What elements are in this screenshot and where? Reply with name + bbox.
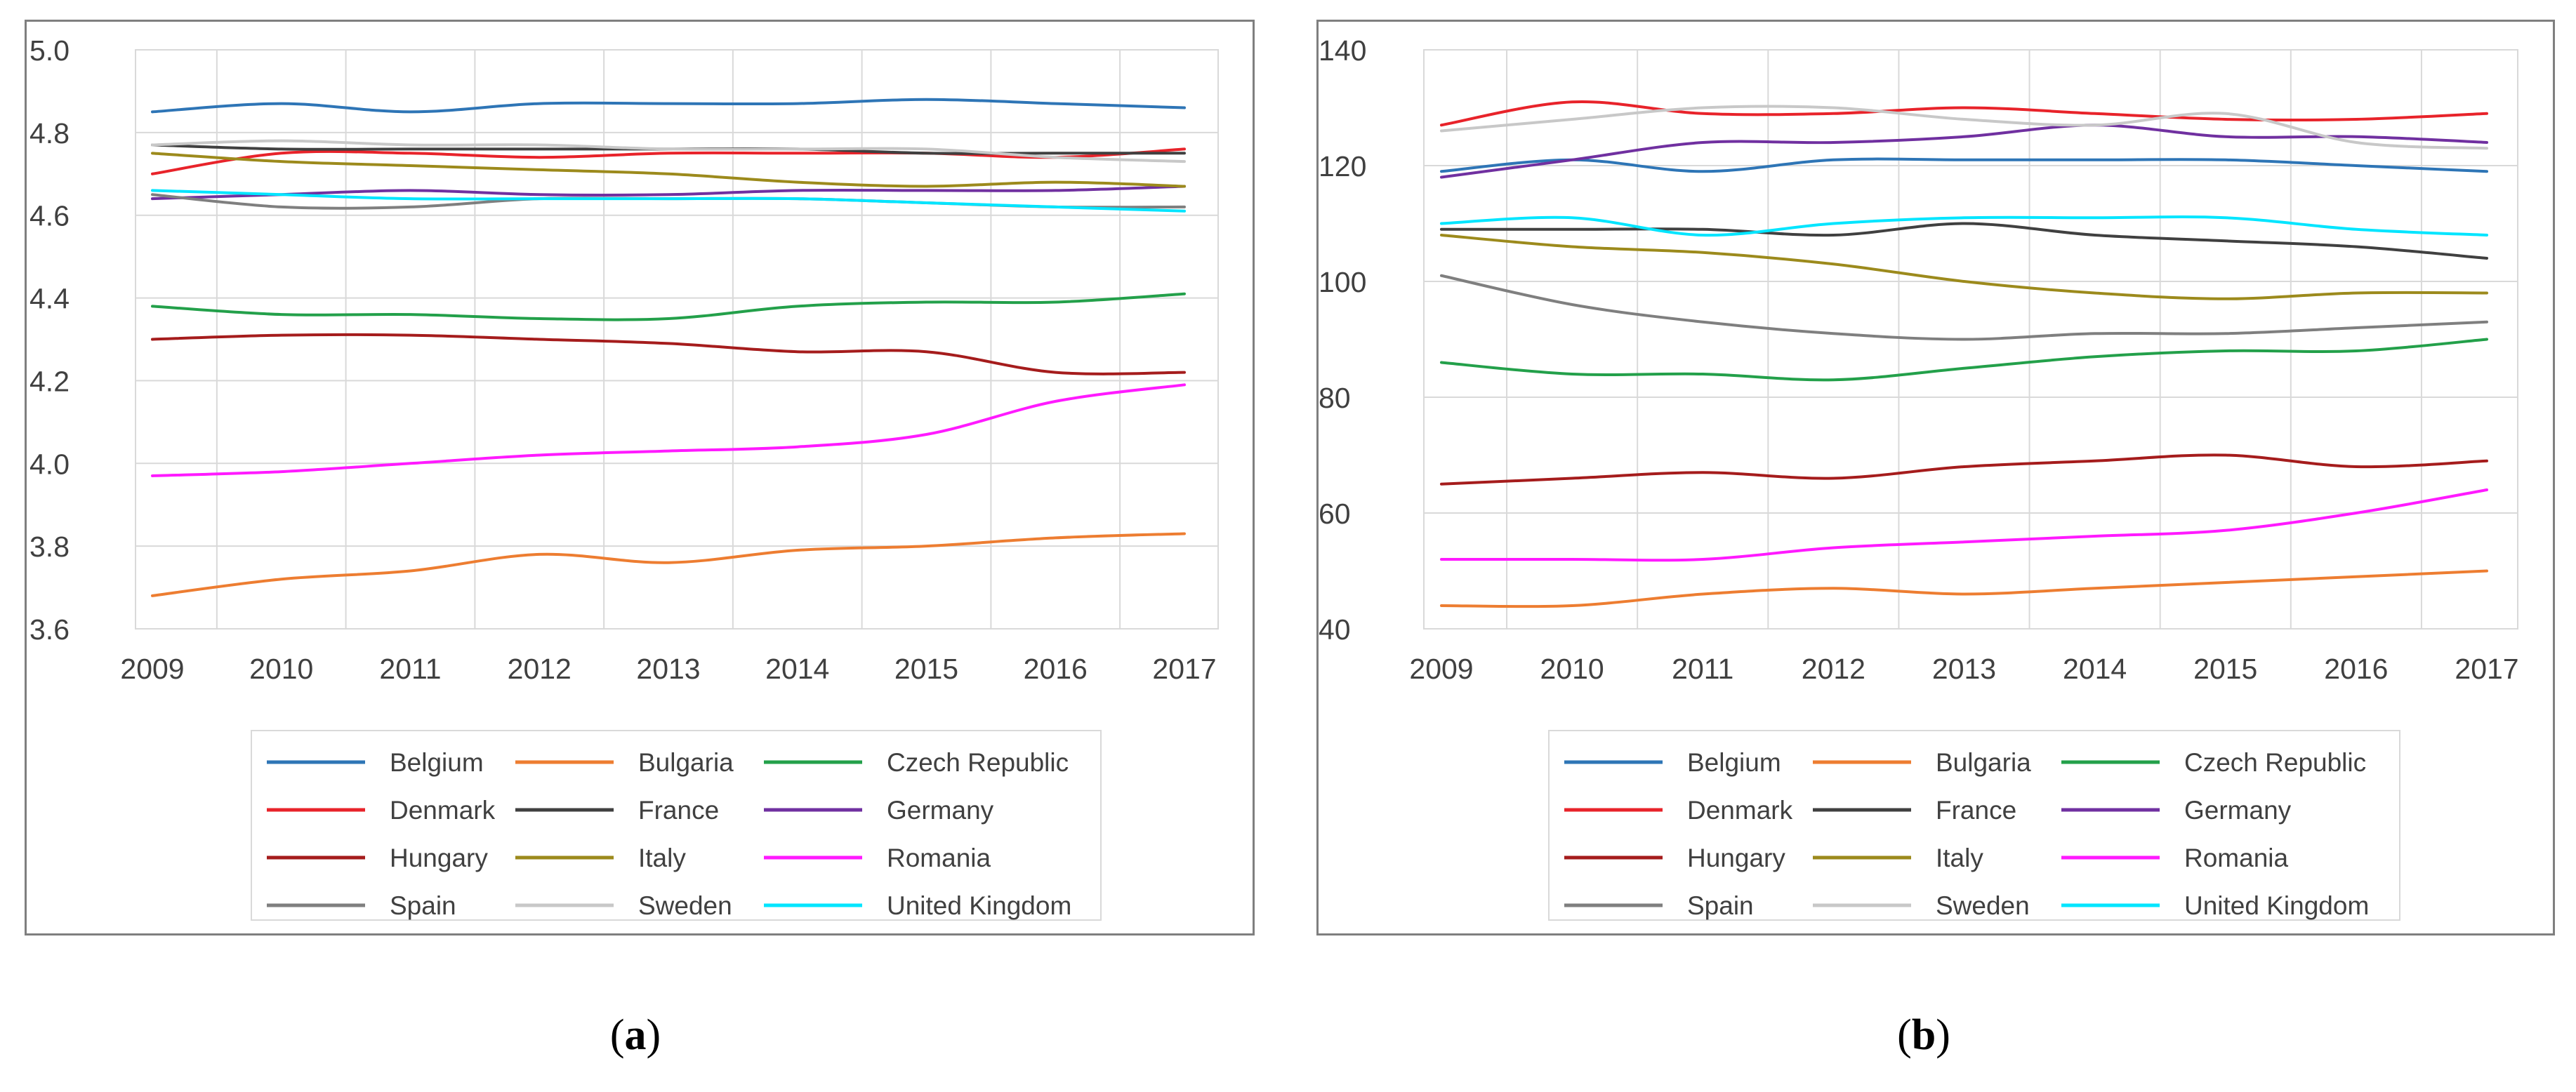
legend-label-a-germany: Germany xyxy=(887,796,994,825)
legend-label-b-romania: Romania xyxy=(2184,844,2288,872)
series-line-b-germany xyxy=(1440,124,2488,179)
y-tick-label-b-2: 100 xyxy=(1319,266,1366,298)
series-line-b-spain xyxy=(1440,274,2488,341)
series-line-b-czech-republic xyxy=(1440,338,2488,382)
x-tick-label-a-1: 2010 xyxy=(249,653,313,685)
series-line-a-hungary xyxy=(151,333,1186,375)
series-line-b-belgium xyxy=(1440,157,2488,173)
caption-a: (a) xyxy=(609,1011,661,1059)
legend-label-a-denmark: Denmark xyxy=(390,796,496,825)
plot-area-a xyxy=(135,49,1219,630)
x-tick-label-b-7: 2016 xyxy=(2324,653,2388,685)
y-tick-label-a-6: 3.8 xyxy=(29,531,70,563)
caption-b: (b) xyxy=(1897,1011,1950,1059)
x-tick-label-b-8: 2017 xyxy=(2455,653,2518,685)
y-tick-label-a-1: 4.8 xyxy=(29,117,70,149)
legend-label-b-bulgaria: Bulgaria xyxy=(1936,748,2031,777)
x-tick-label-a-3: 2012 xyxy=(508,653,572,685)
legend-label-b-belgium: Belgium xyxy=(1687,748,1781,777)
legend-label-a-bulgaria: Bulgaria xyxy=(638,748,734,777)
legend-label-a-sweden: Sweden xyxy=(638,891,732,920)
series-line-b-sweden xyxy=(1440,105,2488,150)
line-chart-a: 5.0 4.8 4.6 4.4 4.2 4.0 3.8 3.6 2009 2010 2011 2012… xyxy=(29,34,1219,921)
x-tick-label-a-4: 2013 xyxy=(636,653,700,685)
series-line-a-romania xyxy=(151,383,1186,477)
series-line-a-italy xyxy=(151,152,1186,188)
x-tick-label-b-3: 2012 xyxy=(1802,653,1865,685)
legend-label-b-spain: Spain xyxy=(1687,891,1754,920)
y-tick-label-a-2: 4.6 xyxy=(29,200,70,232)
chart-panel-a: 5.0 4.8 4.6 4.4 4.2 4.0 3.8 3.6 2009 2010 2011 2012… xyxy=(25,20,1255,935)
x-tick-label-b-5: 2014 xyxy=(2063,653,2127,685)
legend-label-b-sweden: Sweden xyxy=(1936,891,2030,920)
series-line-a-denmark xyxy=(151,147,1186,175)
y-tick-label-a-0: 5.0 xyxy=(29,34,70,67)
legend-label-b-germany: Germany xyxy=(2184,796,2292,825)
y-tick-label-a-3: 4.4 xyxy=(29,283,70,315)
y-tick-label-b-3: 80 xyxy=(1319,382,1351,414)
legend-label-b-denmark: Denmark xyxy=(1687,796,1793,825)
x-tick-label-a-0: 2009 xyxy=(120,653,184,685)
y-tick-label-b-1: 120 xyxy=(1319,150,1366,182)
series-line-b-denmark xyxy=(1440,100,2488,127)
series-line-b-france xyxy=(1440,222,2488,260)
y-tick-label-b-4: 60 xyxy=(1319,498,1351,530)
legend-b xyxy=(1548,730,2400,921)
x-tick-label-b-1: 2010 xyxy=(1540,653,1604,685)
y-tick-label-b-0: 140 xyxy=(1319,34,1366,67)
x-tick-label-a-8: 2017 xyxy=(1152,653,1216,685)
legend-label-b-united-kingdom: United Kingdom xyxy=(2184,891,2369,920)
legend-label-b-italy: Italy xyxy=(1936,844,1983,872)
series-line-b-united-kingdom xyxy=(1440,215,2488,237)
x-tick-label-a-5: 2014 xyxy=(765,653,829,685)
legend-label-a-spain: Spain xyxy=(390,891,456,920)
legend-label-a-france: France xyxy=(638,796,719,825)
legend-label-a-romania: Romania xyxy=(887,844,991,872)
series-line-b-bulgaria xyxy=(1440,569,2488,608)
legend-label-a-italy: Italy xyxy=(638,844,686,872)
legend-label-a-belgium: Belgium xyxy=(390,748,484,777)
y-tick-label-a-7: 3.6 xyxy=(29,613,70,646)
x-tick-label-a-7: 2016 xyxy=(1024,653,1088,685)
plot-area-b xyxy=(1423,49,2518,630)
series-line-a-sweden xyxy=(151,139,1186,164)
series-line-b-romania xyxy=(1440,488,2488,562)
x-tick-label-b-2: 2011 xyxy=(1672,653,1733,685)
series-line-a-czech-republic xyxy=(151,292,1186,321)
y-tick-label-a-5: 4.0 xyxy=(29,448,70,480)
series-line-a-germany xyxy=(151,185,1186,201)
y-tick-label-a-4: 4.2 xyxy=(29,365,70,397)
series-line-b-italy xyxy=(1440,234,2488,300)
x-tick-label-b-4: 2013 xyxy=(1932,653,1996,685)
legend-label-b-france: France xyxy=(1936,796,2016,825)
series-line-b-hungary xyxy=(1440,453,2488,486)
series-line-a-bulgaria xyxy=(151,532,1186,597)
series-line-a-united-kingdom xyxy=(151,189,1186,213)
legend-label-b-hungary: Hungary xyxy=(1687,844,1785,872)
x-tick-label-a-6: 2015 xyxy=(894,653,958,685)
line-chart-b: 140 120 100 80 60 40 2009 2010 2011 2012 2013 2014 2… xyxy=(1319,34,2519,921)
legend-label-a-hungary: Hungary xyxy=(390,844,488,872)
x-tick-label-b-0: 2009 xyxy=(1409,653,1473,685)
legend-a xyxy=(251,730,1102,921)
x-tick-label-b-6: 2015 xyxy=(2193,653,2257,685)
legend-label-a-czech-republic: Czech Republic xyxy=(887,748,1069,777)
x-tick-label-a-2: 2011 xyxy=(379,653,441,685)
series-line-a-belgium xyxy=(151,98,1186,114)
y-tick-label-b-5: 40 xyxy=(1319,613,1351,646)
legend-label-a-united-kingdom: United Kingdom xyxy=(887,891,1071,920)
legend-label-b-czech-republic: Czech Republic xyxy=(2184,748,2366,777)
chart-panel-b: 140 120 100 80 60 40 2009 2010 2011 2012 2013 2014 2… xyxy=(1316,20,2555,935)
